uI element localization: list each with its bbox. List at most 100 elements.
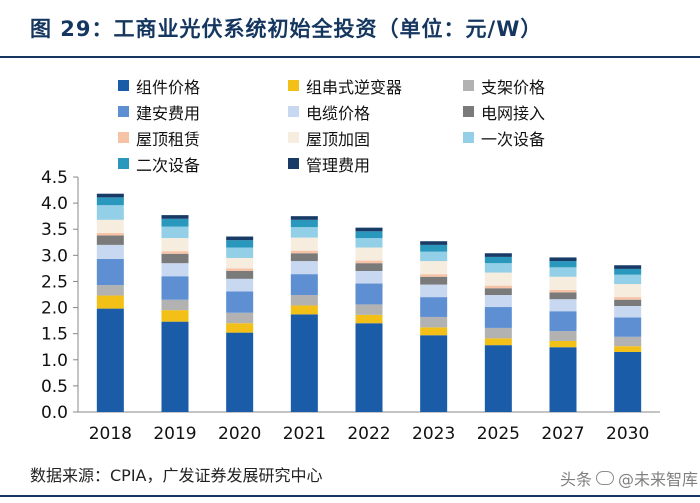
bar-segment xyxy=(549,340,577,348)
bar-segment xyxy=(355,260,383,264)
bar-segment xyxy=(355,323,383,412)
legend-label: 电网接入 xyxy=(481,103,546,123)
y-tick-label: 3.0 xyxy=(41,246,68,266)
bar-segment xyxy=(355,227,383,232)
watermark-prefix: 头条 xyxy=(560,470,593,489)
bar-segment xyxy=(161,218,189,227)
bar-segment xyxy=(549,299,577,312)
bar-segment xyxy=(226,332,254,412)
title-divider xyxy=(0,56,700,58)
bar-segment xyxy=(355,231,383,239)
bar-segment xyxy=(161,226,189,239)
bar-segment xyxy=(226,291,254,313)
bar-segment xyxy=(226,278,254,292)
bar-segment xyxy=(420,251,448,262)
legend-swatch xyxy=(288,132,299,143)
y-tick-label: 2.5 xyxy=(41,272,68,292)
bar-segment xyxy=(226,247,254,258)
legend-swatch xyxy=(118,132,129,143)
bar-segment xyxy=(226,257,254,269)
bar-segment xyxy=(96,219,124,233)
bar-segment xyxy=(96,285,124,296)
legend-item: 组件价格 xyxy=(118,76,288,97)
bar-segment xyxy=(614,346,642,352)
bar-segment xyxy=(420,284,448,298)
legend-item: 管理费用 xyxy=(288,154,463,175)
bar-segment xyxy=(549,276,577,290)
bar-segment xyxy=(290,253,318,262)
watermark: 头条 @未来智库 xyxy=(560,466,698,490)
bar-segment xyxy=(290,237,318,251)
bar-segment xyxy=(484,285,512,289)
bar-segment xyxy=(161,310,189,322)
legend-label: 组件价格 xyxy=(136,77,201,97)
bar-segment xyxy=(96,295,124,309)
x-tick-label: 2027 xyxy=(541,424,584,444)
legend-label: 管理费用 xyxy=(306,155,371,175)
bar-segment xyxy=(355,271,383,284)
legend-item: 建安费用 xyxy=(118,102,288,123)
bar-segment xyxy=(614,336,642,347)
bar-segment xyxy=(484,338,512,346)
source-note: 数据来源：CPIA，广发证券发展研究中心 xyxy=(30,466,323,485)
y-tick-label: 0.5 xyxy=(41,377,68,397)
bar-segment xyxy=(614,351,642,412)
bar-segment xyxy=(420,244,448,252)
bar-segment xyxy=(96,244,124,259)
bar-segment xyxy=(420,261,448,275)
bar-segment xyxy=(355,247,383,261)
bar-segment xyxy=(226,240,254,248)
x-tick-label: 2022 xyxy=(347,424,390,444)
bar-segment xyxy=(614,274,642,285)
bar-segment xyxy=(420,241,448,245)
bar-segment xyxy=(420,276,448,285)
legend-item: 屋顶加固 xyxy=(288,128,463,149)
x-tick-label: 2019 xyxy=(153,424,196,444)
legend-label: 电缆价格 xyxy=(306,103,371,123)
chart-legend: 组件价格 组串式逆变器 支架价格 建安费用 电缆价格 电网接入 屋顶租赁 屋顶加固 一次设备 二次… xyxy=(118,76,618,175)
bar-segment xyxy=(290,250,318,254)
bar-segment xyxy=(96,193,124,198)
legend-swatch xyxy=(463,132,474,143)
x-tick-label: 2020 xyxy=(218,424,261,444)
legend-label: 屋顶加固 xyxy=(306,129,371,149)
legend-item: 二次设备 xyxy=(118,154,288,175)
bar-segment xyxy=(226,236,254,241)
bar-segment xyxy=(484,327,512,339)
bar-segment xyxy=(96,258,124,286)
bar-segment xyxy=(161,263,189,277)
legend-item: 组串式逆变器 xyxy=(288,76,463,97)
bar-segment xyxy=(549,347,577,412)
bar-segment xyxy=(96,205,124,220)
legend-item: 支架价格 xyxy=(463,76,623,97)
legend-swatch xyxy=(288,106,299,117)
bar-segment xyxy=(290,227,318,238)
y-tick-label: 4.5 xyxy=(41,168,68,188)
bar-segment xyxy=(549,331,577,341)
bar-segment xyxy=(484,288,512,296)
y-tick-label: 0.0 xyxy=(41,403,68,423)
legend-item: 电网接入 xyxy=(463,102,623,123)
bar-segment xyxy=(355,238,383,248)
bar-segment xyxy=(290,305,318,315)
watermark-name: @未来智库 xyxy=(618,470,699,489)
x-tick-label: 2021 xyxy=(283,424,326,444)
bar-segment xyxy=(226,271,254,279)
legend-label: 支架价格 xyxy=(481,77,546,97)
bar-segment xyxy=(161,299,189,311)
bar-segment xyxy=(161,215,189,219)
bar-segment xyxy=(614,265,642,269)
bar-segment xyxy=(355,314,383,324)
y-tick-label: 2.0 xyxy=(41,299,68,319)
bar-segment xyxy=(290,295,318,306)
bar-segment xyxy=(161,321,189,412)
legend-swatch xyxy=(288,158,299,169)
bar-segment xyxy=(549,289,577,293)
legend-label: 一次设备 xyxy=(481,129,546,149)
bar-segment xyxy=(484,307,512,328)
bar-segment xyxy=(484,345,512,412)
bar-segment xyxy=(614,299,642,306)
legend-label: 建安费用 xyxy=(136,103,201,123)
bar-segment xyxy=(484,295,512,308)
bar-segment xyxy=(226,268,254,271)
